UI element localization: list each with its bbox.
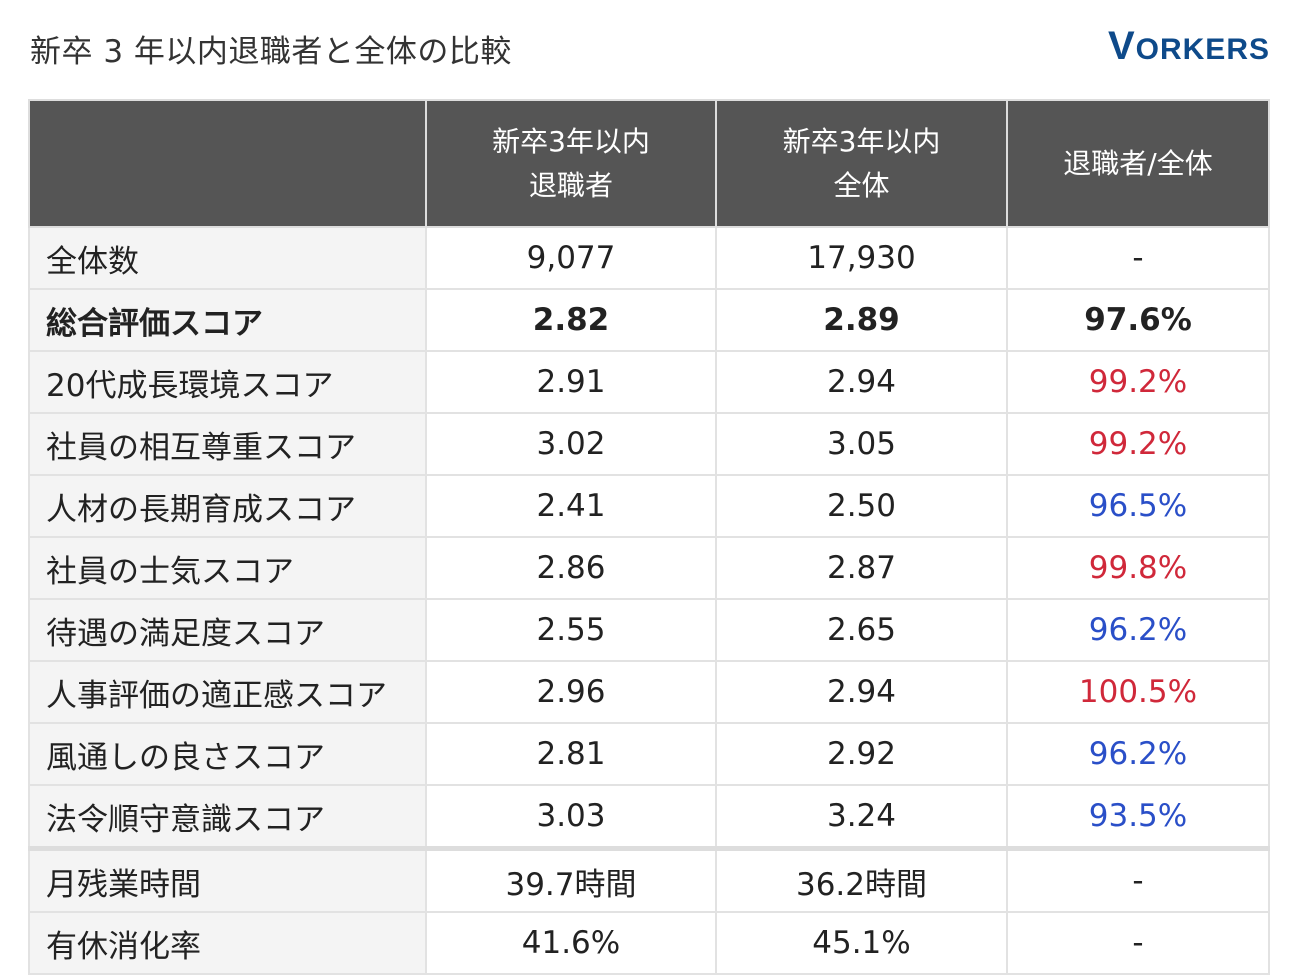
- retiree-value: 2.91: [425, 350, 717, 414]
- table-header-row: 新卒3年以内 退職者 新卒3年以内 全体 退職者/全体: [28, 99, 1270, 228]
- row-label: 全体数: [28, 226, 427, 290]
- retiree-value: 41.6%: [425, 911, 717, 975]
- table-row: 人事評価の適正感スコア 2.96 2.94 100.5%: [28, 660, 1270, 724]
- overall-value: 17,930: [715, 226, 1008, 290]
- ratio-value: -: [1006, 226, 1270, 290]
- overall-value: 36.2時間: [715, 846, 1008, 913]
- row-label: 人材の長期育成スコア: [28, 474, 427, 538]
- overall-value: 2.65: [715, 598, 1008, 662]
- overall-value: 3.24: [715, 784, 1008, 850]
- ratio-value: 99.2%: [1006, 350, 1270, 414]
- ratio-value: -: [1006, 846, 1270, 913]
- overall-value: 45.1%: [715, 911, 1008, 975]
- overall-value: 3.05: [715, 412, 1008, 476]
- row-label: 人事評価の適正感スコア: [28, 660, 427, 724]
- table-row: 月残業時間 39.7時間 36.2時間 -: [28, 846, 1270, 913]
- table-row: 全体数 9,077 17,930-: [28, 226, 1270, 290]
- overall-value: 2.94: [715, 660, 1008, 724]
- retiree-value: 9,077: [425, 226, 717, 290]
- ratio-value: 99.8%: [1006, 536, 1270, 600]
- ratio-value: 96.5%: [1006, 474, 1270, 538]
- ratio-value: 100.5%: [1006, 660, 1270, 724]
- overall-value: 2.87: [715, 536, 1008, 600]
- row-label: 20代成長環境スコア: [28, 350, 427, 414]
- overall-value: 2.89: [715, 288, 1008, 352]
- column-header: [28, 99, 427, 228]
- row-label: 風通しの良さスコア: [28, 722, 427, 786]
- ratio-value: 96.2%: [1006, 598, 1270, 662]
- overall-value: 2.94: [715, 350, 1008, 414]
- retiree-value: 2.41: [425, 474, 717, 538]
- vorkers-logo: VORKERS: [1107, 24, 1270, 68]
- column-header: 新卒3年以内 全体: [715, 99, 1008, 228]
- row-label: 社員の士気スコア: [28, 536, 427, 600]
- row-label: 社員の相互尊重スコア: [28, 412, 427, 476]
- retiree-value: 3.03: [425, 784, 717, 850]
- page-title: 新卒 3 年以内退職者と全体の比較: [30, 34, 512, 70]
- retiree-value: 39.7時間: [425, 846, 717, 913]
- row-label: 待遇の満足度スコア: [28, 598, 427, 662]
- table-row: 法令順守意識スコア 3.03 3.24 93.5%: [28, 784, 1270, 850]
- column-header: 新卒3年以内 退職者: [425, 99, 717, 228]
- overall-value: 2.50: [715, 474, 1008, 538]
- ratio-value: 97.6%: [1006, 288, 1270, 352]
- row-label: 月残業時間: [28, 846, 427, 913]
- row-label: 法令順守意識スコア: [28, 784, 427, 850]
- retiree-value: 2.81: [425, 722, 717, 786]
- table-row: 社員の相互尊重スコア 3.02 3.05 99.2%: [28, 412, 1270, 476]
- column-header: 退職者/全体: [1006, 99, 1270, 228]
- ratio-value: 93.5%: [1006, 784, 1270, 850]
- ratio-value: 96.2%: [1006, 722, 1270, 786]
- ratio-value: -: [1006, 911, 1270, 975]
- comparison-table: 新卒3年以内 退職者 新卒3年以内 全体 退職者/全体 全体数 9,077 17,930…: [28, 99, 1270, 975]
- overall-value: 2.92: [715, 722, 1008, 786]
- table-row: 待遇の満足度スコア 2.55 2.65 96.2%: [28, 598, 1270, 662]
- table-row: 20代成長環境スコア 2.91 2.94 99.2%: [28, 350, 1270, 414]
- retiree-value: 2.82: [425, 288, 717, 352]
- table-row: 風通しの良さスコア 2.81 2.92 96.2%: [28, 722, 1270, 786]
- retiree-value: 2.96: [425, 660, 717, 724]
- table-row: 社員の士気スコア 2.86 2.87 99.8%: [28, 536, 1270, 600]
- table-row: 有休消化率 41.6% 45.1% -: [28, 911, 1270, 975]
- table-row: 総合評価スコア 2.82 2.89 97.6%: [28, 288, 1270, 352]
- row-label: 有休消化率: [28, 911, 427, 975]
- retiree-value: 2.55: [425, 598, 717, 662]
- retiree-value: 3.02: [425, 412, 717, 476]
- row-label: 総合評価スコア: [28, 288, 427, 352]
- table-row: 人材の長期育成スコア 2.41 2.50 96.5%: [28, 474, 1270, 538]
- retiree-value: 2.86: [425, 536, 717, 600]
- ratio-value: 99.2%: [1006, 412, 1270, 476]
